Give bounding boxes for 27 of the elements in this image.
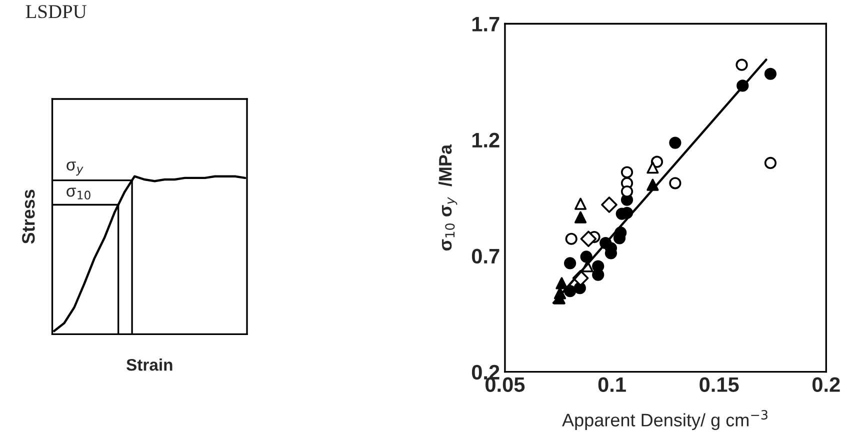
x-tick-label: 0.1 xyxy=(598,377,626,392)
point xyxy=(736,58,748,71)
x-axis-title: Strain xyxy=(126,358,172,371)
point xyxy=(565,232,578,245)
y-axis-title: σ$_{10}$ σ$_{y}$ /MPa xyxy=(438,144,458,251)
text: LSDPU xyxy=(26,5,86,18)
x-tick-label: 0.15 xyxy=(700,377,739,392)
ref-line-label: σ$_{10}$ xyxy=(66,188,90,200)
point xyxy=(620,166,634,178)
point xyxy=(669,177,682,190)
x-axis-title: Apparent Density/ g cm$^{−3}$ xyxy=(562,410,768,430)
x-tick-label: 0.2 xyxy=(812,377,840,392)
point xyxy=(764,68,777,80)
point xyxy=(580,230,597,248)
point xyxy=(764,156,777,170)
y-tick-label: 0.7 xyxy=(472,248,500,264)
y-tick-label: 1.7 xyxy=(472,16,500,32)
point xyxy=(580,250,592,263)
point xyxy=(564,257,576,270)
y-tick-label: 1.2 xyxy=(472,132,500,148)
point xyxy=(669,136,682,149)
point xyxy=(601,196,618,213)
point xyxy=(574,198,587,210)
point xyxy=(574,211,587,224)
ref-line-label: σ$_{y}$ xyxy=(66,162,84,176)
point xyxy=(646,162,659,174)
y-axis-title: Stress xyxy=(22,190,35,244)
